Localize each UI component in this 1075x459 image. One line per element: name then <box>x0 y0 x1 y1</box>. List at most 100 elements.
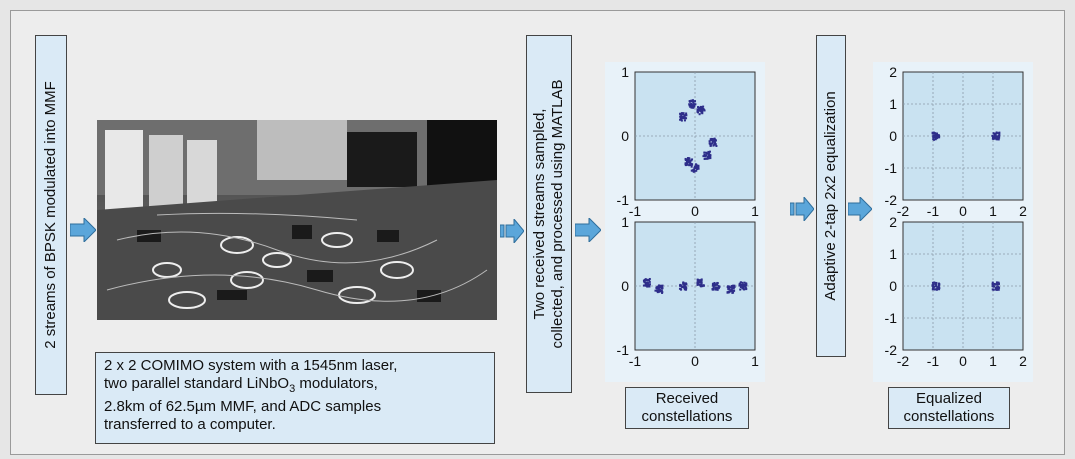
data-point <box>938 288 941 291</box>
data-point <box>931 287 934 290</box>
data-point <box>655 289 658 292</box>
data-point <box>718 285 721 288</box>
data-point <box>741 284 744 287</box>
data-point <box>698 279 701 282</box>
data-point <box>729 286 732 289</box>
data-point <box>691 169 694 172</box>
data-point <box>995 283 998 286</box>
data-point <box>708 151 711 154</box>
data-point <box>656 289 659 292</box>
data-point <box>702 155 705 158</box>
data-point <box>991 285 994 288</box>
data-point <box>646 282 649 285</box>
data-point <box>995 132 998 135</box>
data-point <box>685 114 688 117</box>
data-point <box>712 283 715 286</box>
received-caption: Received constellations <box>625 387 749 429</box>
data-point <box>696 281 699 284</box>
y-tick-label: 2 <box>889 214 897 230</box>
data-point <box>994 133 997 136</box>
data-point <box>679 112 682 115</box>
data-point <box>742 285 745 288</box>
data-point <box>935 281 938 284</box>
data-point <box>934 134 937 137</box>
y-tick-label: -1 <box>617 342 630 358</box>
data-point <box>745 284 748 287</box>
data-point <box>712 288 715 291</box>
data-point <box>680 113 683 116</box>
data-point <box>937 135 940 138</box>
data-point <box>694 163 697 166</box>
x-tick-label: 0 <box>959 353 967 369</box>
data-point <box>699 109 702 112</box>
equalized-caption-line1: Equalized <box>916 390 982 407</box>
x-tick-label: -1 <box>927 203 940 219</box>
data-point <box>694 100 697 103</box>
data-point <box>992 132 995 135</box>
x-tick-label: 1 <box>989 353 997 369</box>
data-point <box>701 106 704 109</box>
data-point <box>657 285 660 288</box>
data-point <box>744 285 747 288</box>
data-point <box>733 289 736 292</box>
data-point <box>708 142 711 145</box>
data-point <box>689 105 692 108</box>
data-point <box>659 286 662 289</box>
data-point <box>693 170 696 173</box>
data-point <box>683 282 686 285</box>
data-point <box>706 157 709 160</box>
data-point <box>643 280 646 283</box>
data-point <box>731 286 734 289</box>
y-tick-label: 1 <box>889 96 897 112</box>
data-point <box>994 135 997 138</box>
data-point <box>688 164 691 167</box>
double-arrow-icon <box>790 197 814 221</box>
data-point <box>692 101 695 104</box>
data-point <box>993 282 996 285</box>
data-point <box>938 287 941 290</box>
data-point <box>732 287 735 290</box>
y-tick-label: 0 <box>621 128 629 144</box>
equalized-caption: Equalized constellations <box>888 387 1010 429</box>
data-point <box>712 286 715 289</box>
data-point <box>714 141 717 144</box>
data-point <box>647 285 650 288</box>
data-point <box>714 283 717 286</box>
data-point <box>935 132 938 135</box>
data-point <box>933 132 936 135</box>
data-point <box>727 287 730 290</box>
data-point <box>726 285 729 288</box>
data-point <box>708 140 711 143</box>
data-point <box>699 281 702 284</box>
data-point <box>712 138 715 141</box>
data-point <box>682 113 685 116</box>
data-point <box>937 134 940 137</box>
data-point <box>707 154 710 157</box>
stage1-label: 2 streams of BPSK modulated into MMF <box>42 81 59 349</box>
data-point <box>682 116 685 119</box>
data-point <box>714 286 717 289</box>
data-point <box>992 135 995 138</box>
data-point <box>992 288 995 291</box>
data-point <box>710 142 713 145</box>
equalized-caption-line2: constellations <box>903 408 995 425</box>
data-point <box>712 282 715 285</box>
y-tick-label: 1 <box>889 246 897 262</box>
data-point <box>700 111 703 114</box>
data-point <box>685 117 688 120</box>
data-point <box>994 288 997 291</box>
data-point <box>661 291 664 294</box>
data-point <box>688 157 691 160</box>
description-line1: 2 x 2 COMIMO system with a 1545nm laser, <box>104 357 398 374</box>
data-point <box>934 285 937 288</box>
y-tick-label: -1 <box>885 310 898 326</box>
data-point <box>654 289 657 292</box>
data-point <box>937 284 940 287</box>
description-line4: transferred to a computer. <box>104 416 276 433</box>
data-point <box>684 162 687 165</box>
data-point <box>646 284 649 287</box>
data-point <box>680 285 683 288</box>
x-tick-label: 2 <box>1019 353 1027 369</box>
data-point <box>991 134 994 137</box>
